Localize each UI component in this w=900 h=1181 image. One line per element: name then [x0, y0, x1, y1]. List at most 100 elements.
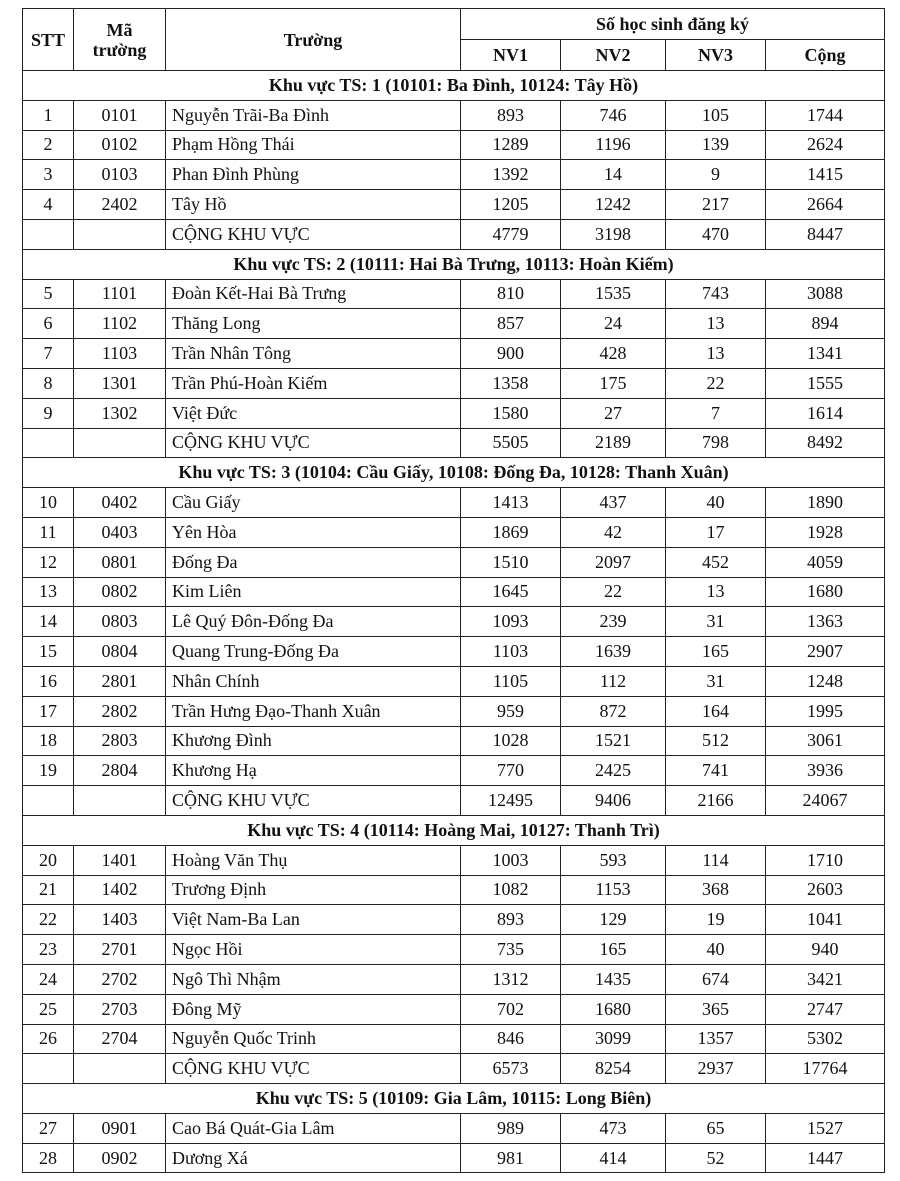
cell: 175	[560, 367, 666, 399]
school-name: Phan Đình Phùng	[165, 159, 461, 191]
cell: 452	[665, 546, 766, 578]
cell: 959	[460, 695, 561, 727]
cell: 28	[22, 1142, 74, 1174]
cell: 512	[665, 725, 766, 757]
cell: 19	[22, 755, 74, 787]
section-title: Khu vực TS: 4 (10114: Hoàng Mai, 10127: …	[21, 814, 886, 846]
cell: 1205	[460, 189, 561, 220]
cell: 4	[22, 189, 74, 220]
cell: 1358	[460, 367, 561, 399]
cell: 2802	[73, 695, 166, 727]
school-name: Đông Mỹ	[165, 993, 461, 1025]
cell: 23	[22, 934, 74, 965]
school-name: Cầu Giấy	[165, 487, 461, 518]
cell: 7	[665, 397, 766, 429]
cell: 0102	[73, 129, 166, 161]
cell: 19	[665, 904, 766, 936]
cell: 1102	[73, 308, 166, 340]
total-value: 24067	[764, 785, 886, 816]
cell: 3936	[764, 755, 886, 787]
cell: 857	[460, 308, 561, 340]
cell: 13	[22, 576, 74, 608]
empty-cell	[73, 218, 166, 250]
cell: 165	[560, 934, 666, 965]
cell: 1614	[764, 397, 886, 429]
cell: 900	[460, 338, 561, 369]
school-name: Ngô Thì Nhậm	[165, 963, 461, 995]
cell: 27	[22, 1112, 74, 1144]
cell: 1082	[460, 874, 561, 906]
header-cell: NV3	[665, 39, 766, 71]
school-name: Hoàng Văn Thụ	[165, 844, 461, 876]
school-name: Việt Nam-Ba Lan	[165, 904, 461, 936]
cell: 1680	[764, 576, 886, 608]
school-row: 1 0101 Nguyễn Trãi-Ba Đình 893 746 105 1744	[22, 99, 886, 131]
cell: 1312	[460, 963, 561, 995]
cell: 1435	[560, 963, 666, 995]
school-row: 18 2803 Khương Đình 1028 1521 512 3061	[22, 725, 886, 757]
cell: 1363	[764, 606, 886, 638]
school-name: Thăng Long	[165, 308, 461, 340]
cell: 13	[665, 576, 766, 608]
cell: 2603	[764, 874, 886, 906]
cell: 1028	[460, 725, 561, 757]
school-row: 2 0102 Phạm Hồng Thái 1289 1196 139 2624	[22, 129, 886, 161]
total-row: CỘNG KHU VỰC 5505 2189 798 8492	[22, 427, 886, 459]
cell: 5302	[764, 1023, 886, 1055]
cell: 437	[560, 487, 666, 518]
total-value: 8492	[764, 427, 886, 459]
cell: 368	[665, 874, 766, 906]
table-header: STT Mã trường Trường Số học sinh đăng ký…	[22, 8, 886, 71]
cell: 1103	[73, 338, 166, 369]
empty-cell	[22, 785, 74, 816]
section-row: Khu vực TS: 2 (10111: Hai Bà Trưng, 1011…	[21, 248, 886, 280]
cell: 18	[22, 725, 74, 757]
cell: 217	[665, 189, 766, 220]
table-body: Khu vực TS: 1 (10101: Ba Đình, 10124: Tâ…	[21, 70, 886, 1174]
cell: 1744	[764, 99, 886, 131]
cell: 1	[22, 99, 74, 131]
header-row: NV1 NV2 NV3 Cộng	[23, 39, 886, 71]
cell: 1995	[764, 695, 886, 727]
cell: 13	[665, 338, 766, 369]
cell: 1103	[460, 636, 561, 667]
cell: 1402	[73, 874, 166, 906]
cell: 40	[665, 934, 766, 965]
school-name: Kim Liên	[165, 576, 461, 608]
cell: 872	[560, 695, 666, 727]
header-cell: Trường	[165, 8, 461, 71]
school-name: Đoàn Kết-Hai Bà Trưng	[165, 278, 461, 310]
cell: 746	[560, 99, 666, 131]
school-name: Đống Đa	[165, 546, 461, 578]
cell: 20	[22, 844, 74, 876]
cell: 2402	[73, 189, 166, 220]
cell: 31	[665, 665, 766, 697]
cell: 2624	[764, 129, 886, 161]
cell: 0801	[73, 546, 166, 578]
empty-cell	[22, 1053, 74, 1085]
cell: 24	[22, 963, 74, 995]
cell: 1890	[764, 487, 886, 518]
empty-cell	[73, 785, 166, 816]
empty-cell	[73, 1053, 166, 1085]
school-name: Quang Trung-Đống Đa	[165, 636, 461, 667]
school-row: 22 1403 Việt Nam-Ba Lan 893 129 19 1041	[22, 904, 886, 936]
school-row: 21 1402 Trương Định 1082 1153 368 2603	[22, 874, 886, 906]
school-name: Nguyễn Quốc Trinh	[165, 1023, 461, 1055]
school-row: 13 0802 Kim Liên 1645 22 13 1680	[22, 576, 886, 608]
cell: 2704	[73, 1023, 166, 1055]
cell: 810	[460, 278, 561, 310]
total-value: 470	[665, 218, 766, 250]
cell: 1527	[764, 1112, 886, 1144]
section-row: Khu vực TS: 1 (10101: Ba Đình, 10124: Tâ…	[21, 70, 886, 101]
cell: 114	[665, 844, 766, 876]
cell: 21	[22, 874, 74, 906]
cell: 1196	[560, 129, 666, 161]
cell: 26	[22, 1023, 74, 1055]
school-row: 28 0902 Dương Xá 981 414 52 1447	[22, 1142, 886, 1174]
cell: 0402	[73, 487, 166, 518]
school-row: 25 2703 Đông Mỹ 702 1680 365 2747	[22, 993, 886, 1025]
cell: 2701	[73, 934, 166, 965]
cell: 22	[665, 367, 766, 399]
cell: 3421	[764, 963, 886, 995]
